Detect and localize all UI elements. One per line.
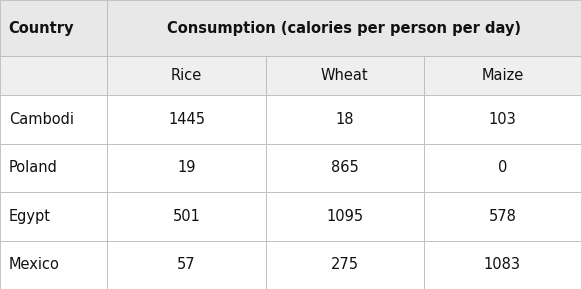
Text: Country: Country	[9, 21, 74, 36]
Bar	[0, 240, 107, 289]
Text: Mexico: Mexico	[9, 257, 60, 272]
Text: 578: 578	[489, 209, 516, 224]
Text: 19: 19	[177, 160, 196, 175]
Bar	[424, 95, 581, 144]
Text: 57: 57	[177, 257, 196, 272]
Text: 275: 275	[331, 257, 358, 272]
Bar	[0, 144, 107, 192]
Bar	[266, 144, 424, 192]
Bar	[107, 192, 266, 240]
Text: Poland: Poland	[9, 160, 58, 175]
Bar	[266, 95, 424, 144]
Bar	[266, 240, 424, 289]
Text: 501: 501	[173, 209, 200, 224]
Bar	[107, 95, 266, 144]
Text: Egypt: Egypt	[9, 209, 51, 224]
Bar	[107, 144, 266, 192]
Text: 1083: 1083	[484, 257, 521, 272]
Text: 18: 18	[335, 112, 354, 127]
Text: 1095: 1095	[326, 209, 363, 224]
Text: Cambodi: Cambodi	[9, 112, 74, 127]
Bar	[424, 56, 581, 95]
Text: 865: 865	[331, 160, 358, 175]
Text: 103: 103	[489, 112, 516, 127]
Bar	[0, 192, 107, 240]
Bar	[107, 240, 266, 289]
Bar	[107, 0, 581, 56]
Text: 1445: 1445	[168, 112, 205, 127]
Bar	[0, 56, 107, 95]
Text: 0: 0	[497, 160, 507, 175]
Bar	[107, 56, 266, 95]
Text: Wheat: Wheat	[321, 68, 368, 83]
Bar	[266, 192, 424, 240]
Text: Consumption (calories per person per day): Consumption (calories per person per day…	[167, 21, 521, 36]
Bar	[424, 144, 581, 192]
Text: Maize: Maize	[481, 68, 523, 83]
Bar	[424, 240, 581, 289]
Bar	[0, 0, 107, 56]
Text: Rice: Rice	[171, 68, 202, 83]
Bar	[0, 95, 107, 144]
Bar	[424, 192, 581, 240]
Bar	[266, 56, 424, 95]
